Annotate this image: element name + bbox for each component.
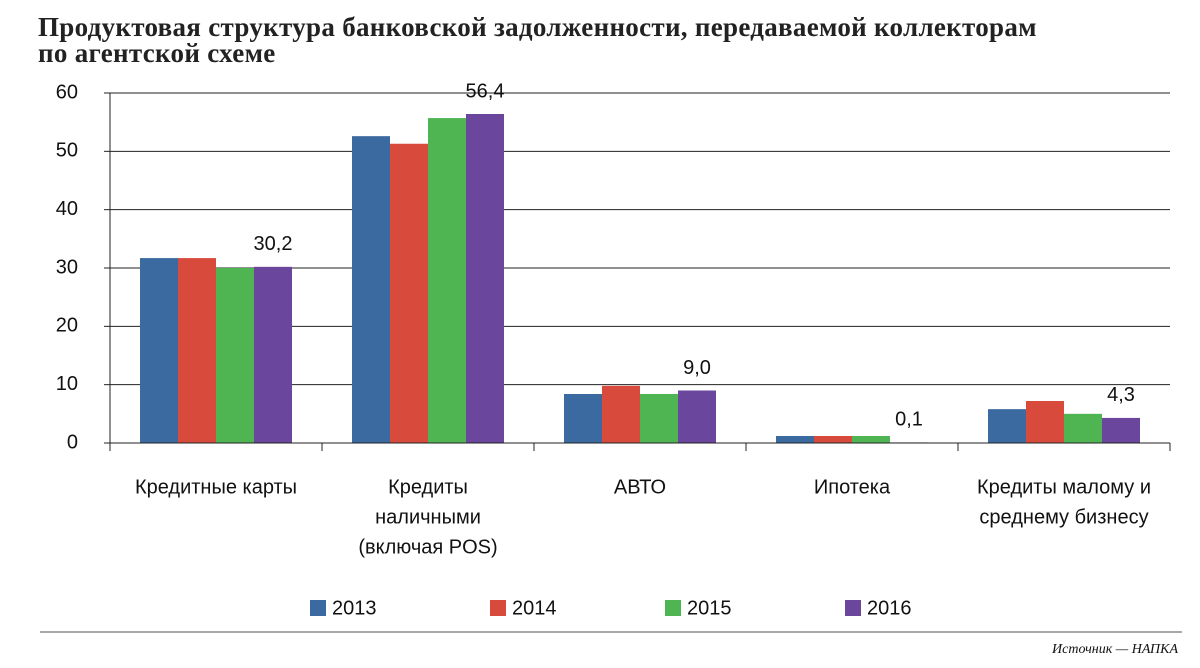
bar <box>1026 401 1064 443</box>
x-tick-label: АВТО <box>614 476 666 498</box>
value-label: 0,1 <box>895 409 923 431</box>
bar <box>466 114 504 443</box>
legend-swatch <box>490 600 506 616</box>
x-tick-label: среднему бизнесу <box>979 506 1148 528</box>
x-tick-label: Кредиты малому и <box>977 476 1151 498</box>
y-tick-label: 60 <box>56 81 78 103</box>
x-tick-label: Ипотека <box>814 476 891 498</box>
x-tick-label: (включая POS) <box>358 536 497 558</box>
bar <box>814 436 852 443</box>
bar <box>640 394 678 443</box>
value-label: 9,0 <box>683 357 711 379</box>
bar <box>602 385 640 443</box>
bar <box>988 409 1026 443</box>
legend-label: 2014 <box>512 597 557 619</box>
bar <box>352 136 390 443</box>
legend-label: 2015 <box>687 597 732 619</box>
x-tick-label: наличными <box>375 506 481 528</box>
value-label: 30,2 <box>254 233 293 255</box>
legend-label: 2016 <box>867 597 912 619</box>
x-tick-label: Кредиты <box>388 476 468 498</box>
y-tick-label: 0 <box>67 431 78 453</box>
bar <box>678 390 716 443</box>
y-tick-label: 10 <box>56 373 78 395</box>
chart-title: Продуктовая структура банковской задолже… <box>38 12 1037 42</box>
bar <box>390 143 428 443</box>
value-label: 56,4 <box>466 80 505 102</box>
bar <box>216 268 254 443</box>
x-tick-label: Кредитные карты <box>135 476 297 498</box>
bar <box>140 258 178 443</box>
y-tick-label: 30 <box>56 256 78 278</box>
bar <box>1102 417 1140 443</box>
legend-swatch <box>310 600 326 616</box>
legend-swatch <box>845 600 861 616</box>
bar <box>564 394 602 443</box>
y-tick-label: 50 <box>56 140 78 162</box>
value-label: 4,3 <box>1107 384 1135 406</box>
bar <box>178 258 216 443</box>
bar <box>428 118 466 443</box>
bar <box>1064 413 1102 443</box>
bar <box>254 266 292 443</box>
y-tick-label: 40 <box>56 198 78 220</box>
source: Источник — НАПКА <box>1051 642 1178 657</box>
bar <box>776 436 814 443</box>
legend-label: 2013 <box>332 597 377 619</box>
chart-title: по агентской схеме <box>38 38 276 68</box>
bar <box>852 436 890 443</box>
y-tick-label: 20 <box>56 315 78 337</box>
legend-swatch <box>665 600 681 616</box>
